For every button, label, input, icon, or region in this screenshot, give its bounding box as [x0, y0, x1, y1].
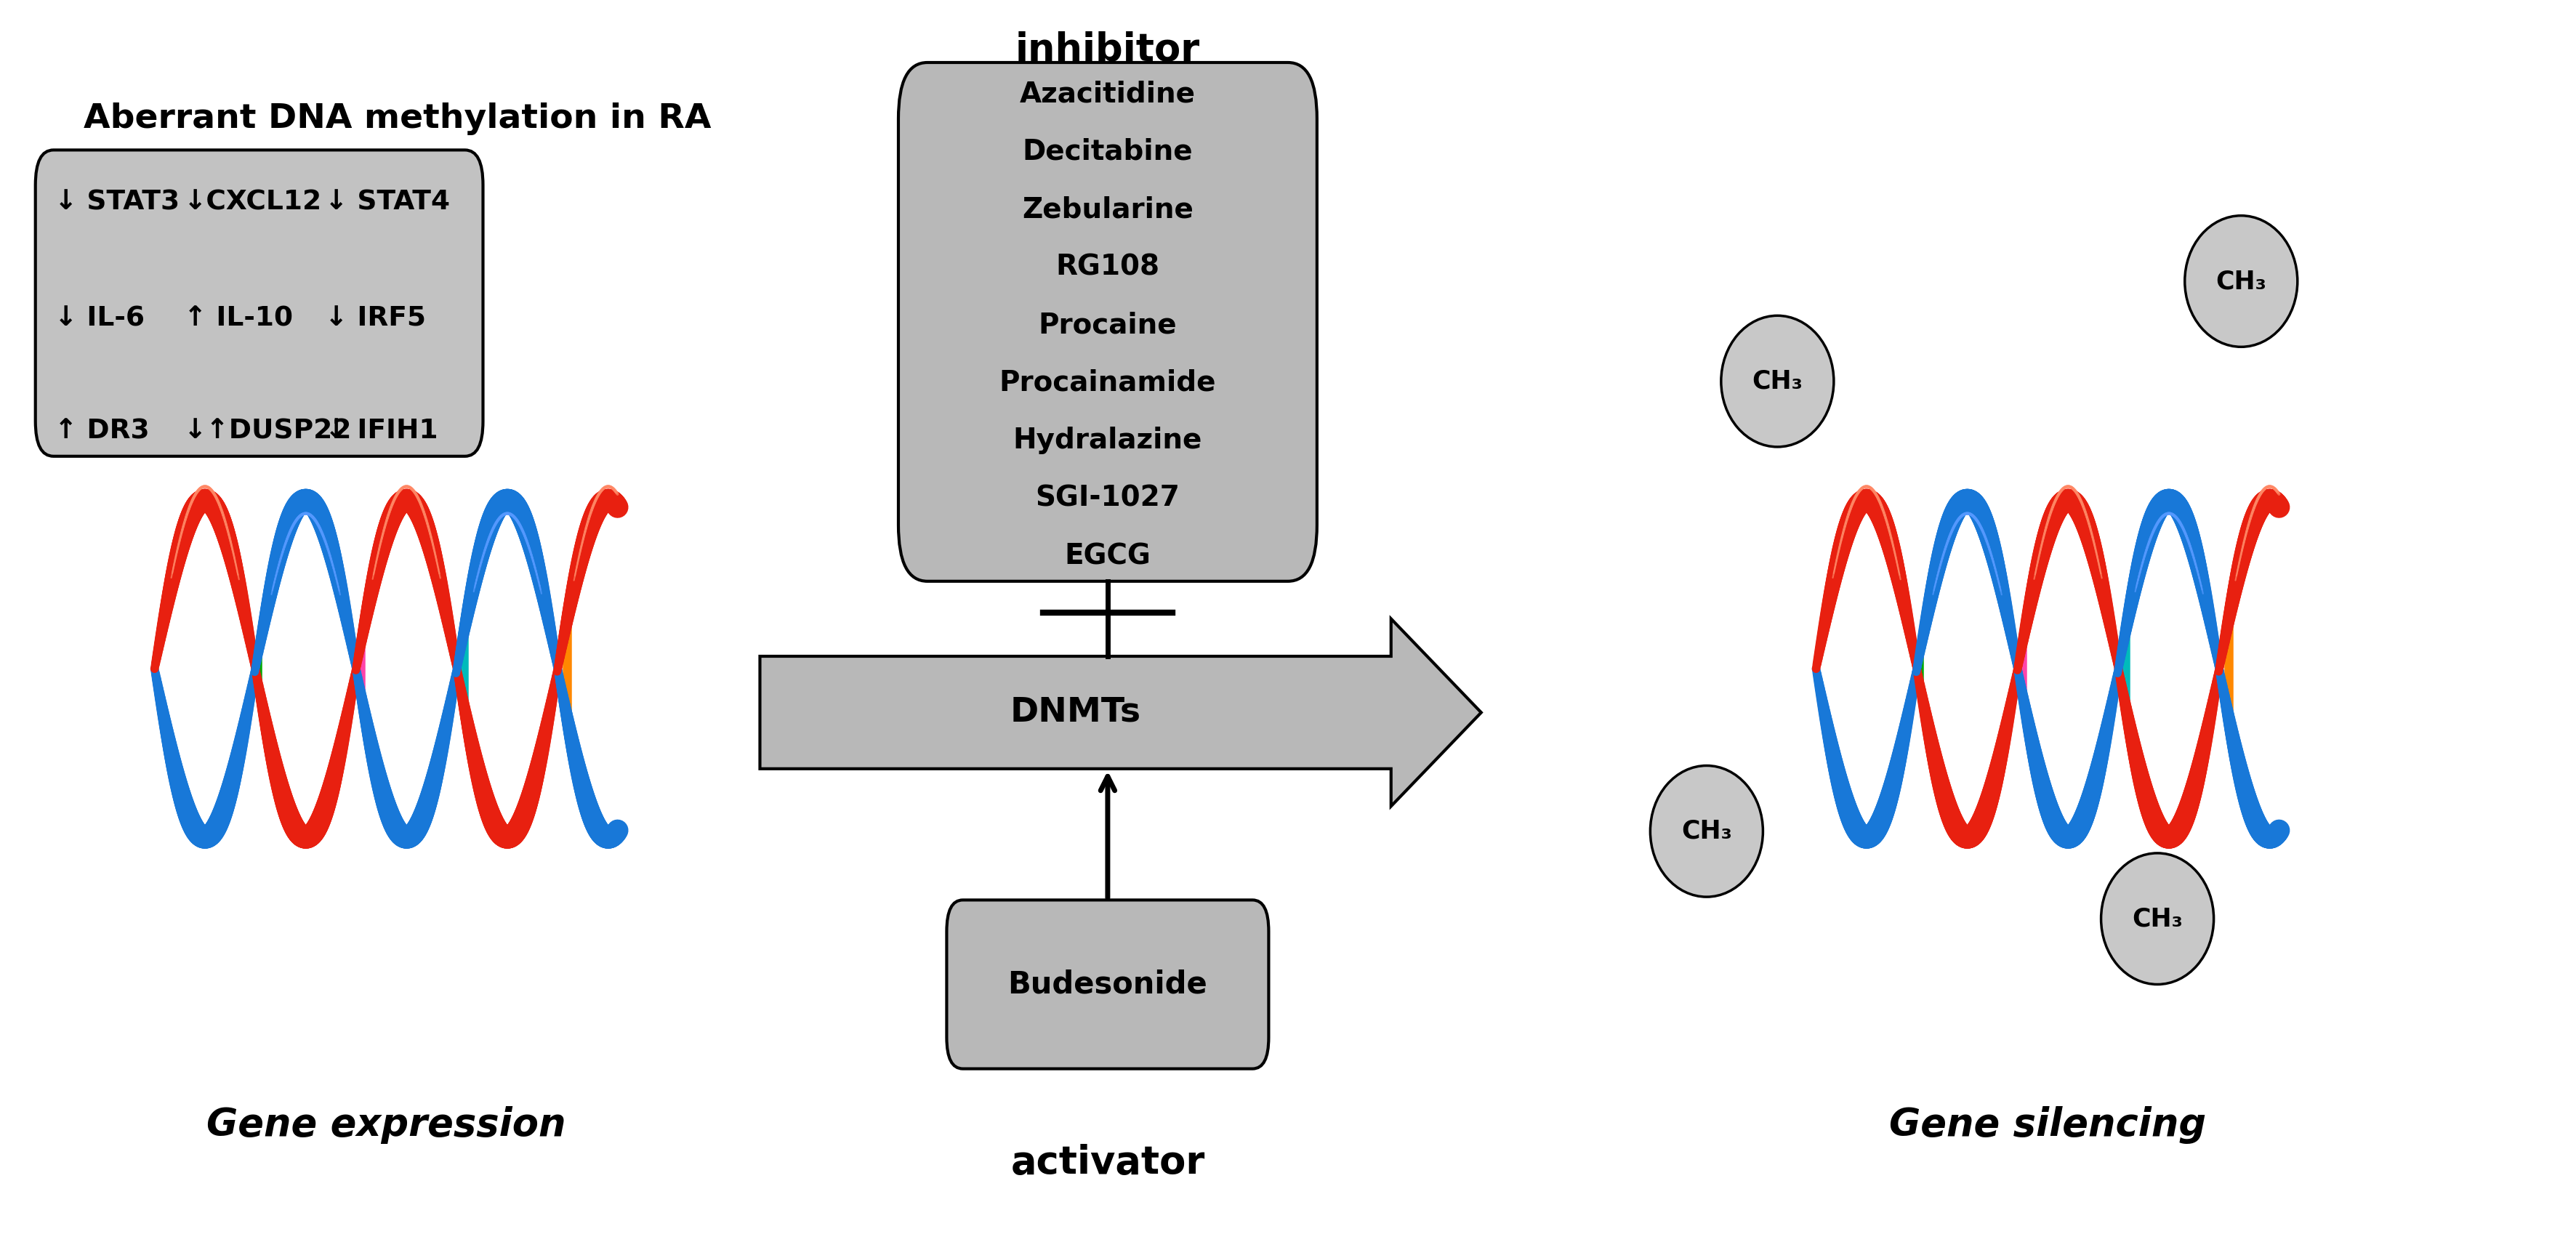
Text: Zebularine: Zebularine	[1023, 195, 1193, 224]
Text: Decitabine: Decitabine	[1023, 137, 1193, 165]
FancyBboxPatch shape	[36, 150, 482, 456]
Text: CH₃: CH₃	[2133, 906, 2182, 931]
Text: ↑ DR3: ↑ DR3	[54, 419, 149, 444]
Text: ↓ IRF5: ↓ IRF5	[325, 306, 425, 331]
Ellipse shape	[1721, 316, 1834, 447]
Text: CH₃: CH₃	[1752, 369, 1803, 394]
Text: ↓ IFIH1: ↓ IFIH1	[325, 419, 438, 444]
Text: ↓ STAT4: ↓ STAT4	[325, 190, 451, 215]
Ellipse shape	[2102, 853, 2213, 985]
Text: Azacitidine: Azacitidine	[1020, 80, 1195, 107]
Text: Gene expression: Gene expression	[206, 1106, 567, 1144]
Text: Hydralazine: Hydralazine	[1012, 426, 1203, 455]
Text: Budesonide: Budesonide	[1007, 969, 1208, 1000]
Ellipse shape	[2184, 215, 2298, 348]
Text: Gene silencing: Gene silencing	[1888, 1106, 2208, 1144]
FancyBboxPatch shape	[899, 62, 1316, 581]
Text: ↓ STAT3: ↓ STAT3	[54, 190, 180, 215]
Ellipse shape	[1651, 765, 1762, 897]
Text: Procaine: Procaine	[1038, 311, 1177, 339]
Text: inhibitor: inhibitor	[1015, 31, 1200, 69]
FancyBboxPatch shape	[948, 900, 1267, 1069]
Text: activator: activator	[1010, 1144, 1206, 1181]
Text: Aberrant DNA methylation in RA: Aberrant DNA methylation in RA	[82, 102, 711, 135]
Text: CH₃: CH₃	[1682, 819, 1731, 844]
Text: DNMTs: DNMTs	[1010, 696, 1141, 729]
Text: CH₃: CH₃	[2215, 269, 2267, 294]
Text: SGI-1027: SGI-1027	[1036, 485, 1180, 512]
Polygon shape	[760, 619, 1481, 806]
Text: Procainamide: Procainamide	[999, 369, 1216, 396]
Text: ↓↑DUSP22: ↓↑DUSP22	[183, 419, 353, 444]
Text: EGCG: EGCG	[1064, 542, 1151, 570]
Text: ↓ IL-6: ↓ IL-6	[54, 306, 144, 331]
Text: ↑ IL-10: ↑ IL-10	[183, 306, 294, 331]
Text: ↓CXCL12: ↓CXCL12	[183, 190, 322, 215]
Text: RG108: RG108	[1056, 254, 1159, 281]
